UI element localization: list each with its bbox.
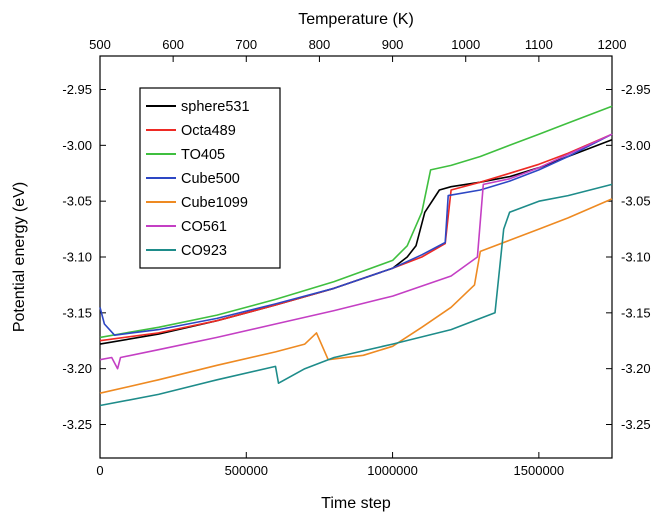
legend-label: TO405: [181, 147, 225, 163]
right-y-tick-label: -2.95: [621, 82, 651, 97]
y-axis-title: Potential energy (eV): [11, 182, 28, 332]
y-tick-label: -3.15: [62, 305, 92, 320]
x-tick-label: 500000: [225, 463, 268, 478]
right-y-tick-label: -3.10: [621, 250, 651, 265]
top-x-tick-label: 700: [235, 37, 257, 52]
y-tick-label: -2.95: [62, 82, 92, 97]
y-tick-label: -3.05: [62, 194, 92, 209]
legend-label: CO561: [181, 219, 227, 235]
top-x-tick-label: 600: [162, 37, 184, 52]
top-x-tick-label: 1100: [525, 37, 553, 52]
y-tick-label: -3.20: [62, 361, 92, 376]
y-tick-label: -3.10: [62, 250, 92, 265]
top-x-tick-label: 1000: [451, 37, 480, 52]
series-line-Cube500: [99, 133, 613, 337]
right-y-tick-label: -3.15: [621, 305, 651, 320]
top-x-tick-label: 1200: [598, 37, 627, 52]
x-tick-label: 1500000: [514, 463, 565, 478]
top-x-tick-label: 800: [309, 37, 331, 52]
legend: sphere531 Octa489 TO405 Cube500 Cube1099 CO56…: [139, 87, 281, 269]
x-tick-label: 0: [96, 463, 103, 478]
legend-label: sphere531: [181, 99, 250, 115]
legend-label: CO923: [181, 243, 227, 259]
axis-ticks: 0 500000 1000000 1500000 500 600 700 800 900 1000…: [62, 37, 650, 478]
legend-label: Cube1099: [181, 195, 248, 211]
right-y-tick-label: -3.00: [621, 138, 651, 153]
top-x-tick-label: 900: [382, 37, 404, 52]
y-tick-label: -3.00: [62, 138, 92, 153]
top-x-tick-label: 500: [89, 37, 111, 52]
legend-label: Octa489: [181, 123, 236, 139]
legend-label: Cube500: [181, 171, 240, 187]
series-line-TO405: [99, 105, 613, 339]
right-y-tick-label: -3.05: [621, 194, 651, 209]
y-tick-label: -3.25: [62, 417, 92, 432]
series-line-CO923: [99, 183, 613, 407]
top-axis-title: Temperature (K): [298, 11, 414, 28]
series-lines: [99, 105, 613, 407]
series-line-CO561: [99, 133, 613, 370]
right-y-tick-label: -3.25: [621, 417, 651, 432]
series-line-Octa489: [99, 133, 613, 342]
x-tick-label: 1000000: [367, 463, 418, 478]
series-line-Cube1099: [99, 198, 613, 394]
x-axis-title: Time step: [321, 495, 391, 512]
right-y-tick-label: -3.20: [621, 361, 651, 376]
